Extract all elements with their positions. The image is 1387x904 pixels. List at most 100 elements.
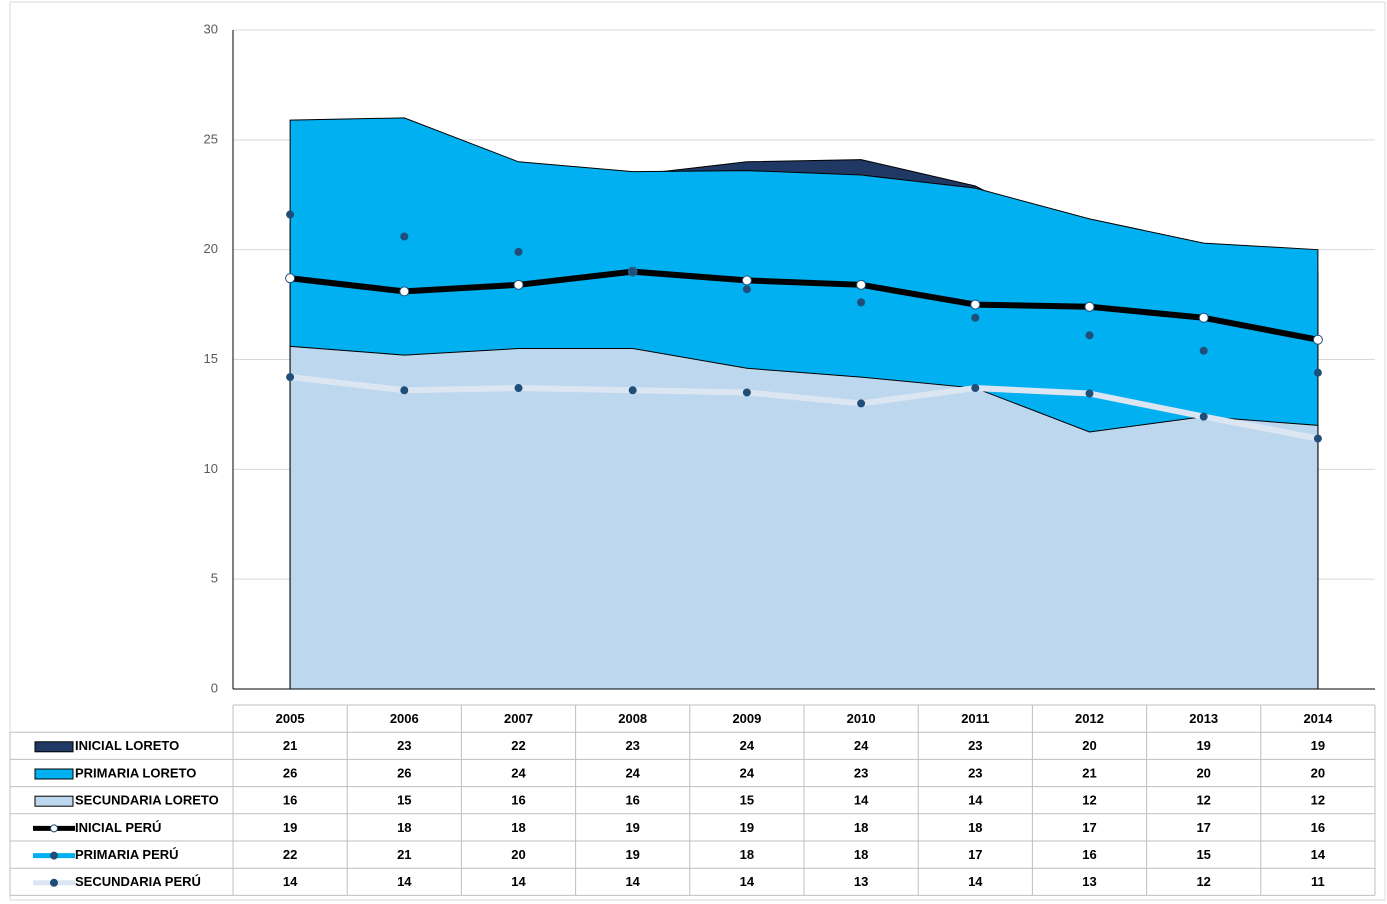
table-cell: 19	[740, 820, 754, 835]
table-cell: 24	[740, 765, 755, 780]
table-cell: 26	[283, 765, 297, 780]
table-cell: 22	[511, 738, 525, 753]
table-cell: 14	[1311, 847, 1326, 862]
line	[289, 374, 1319, 442]
table-cell: 18	[968, 820, 982, 835]
marker	[1199, 412, 1208, 421]
table-cell: 14	[625, 874, 640, 889]
table-cell: 19	[1196, 738, 1210, 753]
y-tick-label: 25	[204, 131, 218, 146]
marker	[628, 267, 637, 276]
table-cell: 20	[1311, 765, 1325, 780]
table-cell: 24	[854, 738, 869, 753]
y-tick-label: 15	[204, 351, 218, 366]
legend-key	[34, 741, 74, 753]
legend-key	[50, 851, 58, 860]
table-cell: 17	[1082, 820, 1096, 835]
legend-label: PRIMARIA LORETO	[75, 765, 196, 780]
table-cell: 20	[511, 847, 525, 862]
table-cell: 18	[740, 847, 754, 862]
table-cell: 18	[511, 820, 525, 835]
table-cell: 24	[625, 765, 640, 780]
table-cell: 11	[1311, 874, 1325, 889]
y-tick-label: 20	[204, 241, 218, 256]
legend-label: INICIAL LORETO	[75, 738, 179, 753]
marker	[286, 210, 295, 219]
legend-key	[34, 768, 74, 780]
table-cell: 14	[968, 874, 983, 889]
marker	[741, 275, 752, 286]
x-tick-label: 2011	[961, 711, 989, 726]
x-tick-label: 2010	[847, 711, 876, 726]
x-tick-label: 2006	[390, 711, 419, 726]
x-tick-label: 2007	[504, 711, 533, 726]
table-cell: 17	[1196, 820, 1210, 835]
table-cell: 23	[397, 738, 411, 753]
table-cell: 19	[625, 847, 639, 862]
legend-label: SECUNDARIA LORETO	[75, 793, 219, 808]
table-cell: 21	[283, 738, 297, 753]
table-cell: 26	[397, 765, 411, 780]
legend-key	[50, 878, 58, 887]
legend-label: INICIAL PERÚ	[75, 820, 161, 835]
marker	[1198, 312, 1209, 323]
marker	[1312, 334, 1323, 345]
table-cell: 13	[1082, 874, 1096, 889]
y-tick-label: 0	[211, 680, 218, 695]
legend-label: SECUNDARIA PERÚ	[75, 874, 201, 889]
table-cell: 16	[1082, 847, 1096, 862]
x-tick-label: 2012	[1075, 711, 1104, 726]
x-tick-label: 2005	[276, 711, 305, 726]
marker	[1085, 331, 1094, 340]
marker	[514, 247, 523, 256]
line	[289, 268, 1319, 343]
marker	[1313, 434, 1322, 443]
y-tick-label: 30	[204, 21, 218, 36]
table-cell: 23	[968, 765, 982, 780]
marker	[285, 273, 296, 284]
table-cell: 21	[1082, 765, 1096, 780]
table-cell: 12	[1196, 793, 1210, 808]
table-cell: 16	[1311, 820, 1325, 835]
table-cell: 17	[968, 847, 982, 862]
x-tick-label: 2008	[618, 711, 647, 726]
table-cell: 14	[283, 874, 298, 889]
marker	[971, 384, 980, 393]
marker	[400, 386, 409, 395]
table-cell: 24	[511, 765, 526, 780]
table-cell: 15	[397, 793, 411, 808]
marker	[856, 279, 867, 290]
table-cell: 15	[740, 793, 754, 808]
x-tick-label: 2013	[1189, 711, 1218, 726]
marker	[1085, 389, 1094, 398]
table-cell: 14	[397, 874, 412, 889]
marker	[513, 279, 524, 290]
table-cell: 23	[854, 765, 868, 780]
x-tick-label: 2009	[732, 711, 761, 726]
x-tick-label: 2014	[1303, 711, 1333, 726]
marker	[970, 299, 981, 310]
table-cell: 15	[1196, 847, 1210, 862]
legend-key	[50, 824, 58, 833]
table-cell: 23	[625, 738, 639, 753]
table-cell: 14	[854, 793, 869, 808]
marker	[742, 388, 751, 397]
table-cell: 14	[968, 793, 983, 808]
table-cell: 12	[1196, 874, 1210, 889]
table-cell: 19	[283, 820, 297, 835]
table-cell: 18	[854, 820, 868, 835]
marker	[1084, 301, 1095, 312]
table-cell: 16	[511, 793, 525, 808]
table-cell: 19	[1311, 738, 1325, 753]
marker	[400, 232, 409, 241]
table-cell: 18	[854, 847, 868, 862]
marker	[628, 386, 637, 395]
table-cell: 13	[854, 874, 868, 889]
table-cell: 21	[397, 847, 411, 862]
marker	[857, 399, 866, 408]
legend-key	[34, 795, 74, 807]
marker	[1199, 346, 1208, 355]
table-cell: 16	[283, 793, 297, 808]
table-cell: 14	[511, 874, 526, 889]
table-cell: 12	[1311, 793, 1325, 808]
